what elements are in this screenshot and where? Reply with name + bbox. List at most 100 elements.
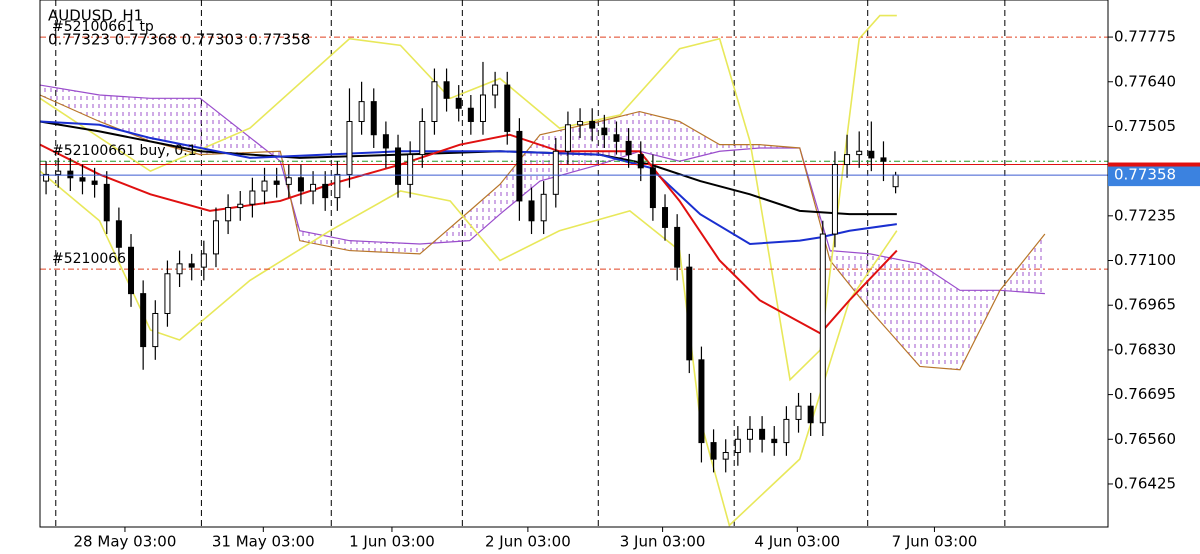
candle-body [504, 84, 511, 132]
candle-body [759, 428, 766, 440]
candle-body [516, 130, 523, 202]
plot-frame [39, 0, 1109, 528]
indicator-line [39, 170, 898, 527]
candle-body [382, 134, 389, 149]
candle-body [783, 418, 790, 444]
candle-body [880, 157, 887, 162]
candle-body [722, 452, 729, 460]
candle-body [297, 177, 304, 192]
candle-body [613, 134, 620, 142]
y-tick-label: 0.76560 [1114, 430, 1176, 448]
y-tick-label: 0.77640 [1114, 72, 1176, 90]
candle-body [237, 203, 244, 209]
candle-body [370, 101, 377, 136]
candle-body [176, 263, 183, 275]
candle-body [577, 120, 584, 126]
y-tick-label: 0.76695 [1114, 385, 1176, 403]
candle-body [601, 127, 608, 136]
indicator-line [39, 14, 897, 382]
ohlc-readout: 0.77323 0.77368 0.77303 0.77358 [48, 31, 310, 49]
candle-body [564, 124, 571, 152]
candle-body [91, 180, 98, 185]
candle-body [856, 150, 863, 156]
indicator-line [39, 133, 898, 335]
x-tick-label: 1 Jun 03:00 [349, 533, 435, 551]
candle-body [807, 405, 814, 424]
candle-body [346, 120, 353, 175]
x-tick-label: 2 Jun 03:00 [485, 533, 571, 551]
candle-body [443, 81, 450, 99]
candle-body [734, 438, 741, 454]
candle-body [164, 273, 171, 314]
candle-body [552, 150, 559, 195]
candle-body [43, 173, 50, 182]
candle-body [212, 220, 219, 255]
candle-body [395, 147, 402, 185]
y-tick-label: 0.77775 [1114, 28, 1176, 46]
candle-body [358, 101, 365, 122]
candle-body [710, 442, 717, 460]
candle-body [649, 167, 656, 209]
y-tick-label: 0.77505 [1114, 117, 1176, 135]
candle-body [79, 177, 86, 182]
x-tick-label: 3 Jun 03:00 [620, 533, 706, 551]
candle-body [261, 180, 268, 192]
y-tick-label: 0.77235 [1114, 206, 1176, 224]
ask-tag [1108, 162, 1200, 167]
candle-body [249, 190, 256, 205]
candle-body [698, 359, 705, 444]
candle-body [407, 154, 414, 185]
candle-body [819, 233, 826, 424]
candle-body [844, 154, 851, 166]
candle-body [589, 120, 596, 129]
candle-body [528, 200, 535, 222]
candle-body [273, 180, 280, 185]
candle-body [115, 220, 122, 248]
candle-body [128, 246, 135, 295]
candle-body [831, 164, 838, 235]
candle-body [103, 183, 110, 222]
price-tag [1108, 164, 1200, 187]
symbol-title: AUDUSD, H1 [48, 7, 143, 25]
candle-body [431, 81, 438, 122]
trade-level-label: #5210066 [52, 251, 126, 267]
candle-body [152, 312, 159, 348]
candle-body [771, 438, 778, 444]
candle-body [225, 207, 232, 222]
candle-body [637, 154, 644, 169]
x-tick-label: 28 May 03:00 [74, 533, 177, 551]
candle-body [334, 173, 341, 199]
candle-body [479, 94, 486, 122]
candle-body [467, 107, 474, 122]
candle-body [625, 140, 632, 156]
candle-body [419, 120, 426, 156]
candle-body [662, 207, 669, 228]
y-tick-label: 0.76965 [1114, 296, 1176, 314]
trade-level-label: #52100661 buy, 0.1 [52, 143, 197, 159]
trade-level-label: #52100661 tp [52, 19, 154, 35]
candle-body [285, 177, 292, 185]
y-tick-label: 0.76830 [1114, 340, 1176, 358]
candle-body [322, 183, 329, 199]
candle-body [746, 428, 753, 440]
candle-body [140, 293, 147, 348]
candle-body [67, 170, 74, 179]
x-tick-label: 31 May 03:00 [212, 533, 315, 551]
x-tick-label: 4 Jun 03:00 [754, 533, 840, 551]
candle-body [674, 226, 681, 268]
candle-body [540, 193, 547, 222]
candle-body [868, 150, 875, 159]
price-tag-label: 0.77358 [1114, 166, 1176, 184]
candle-body [188, 263, 195, 268]
candle-body [55, 170, 62, 175]
candle-body [200, 253, 207, 268]
x-tick-label: 7 Jun 03:00 [892, 533, 978, 551]
candle-body [310, 183, 317, 192]
y-tick-label: 0.76425 [1114, 474, 1176, 492]
candle-body [492, 84, 499, 96]
candle-body [795, 405, 802, 420]
cloud-span [39, 94, 1046, 371]
candle-body [686, 266, 693, 361]
